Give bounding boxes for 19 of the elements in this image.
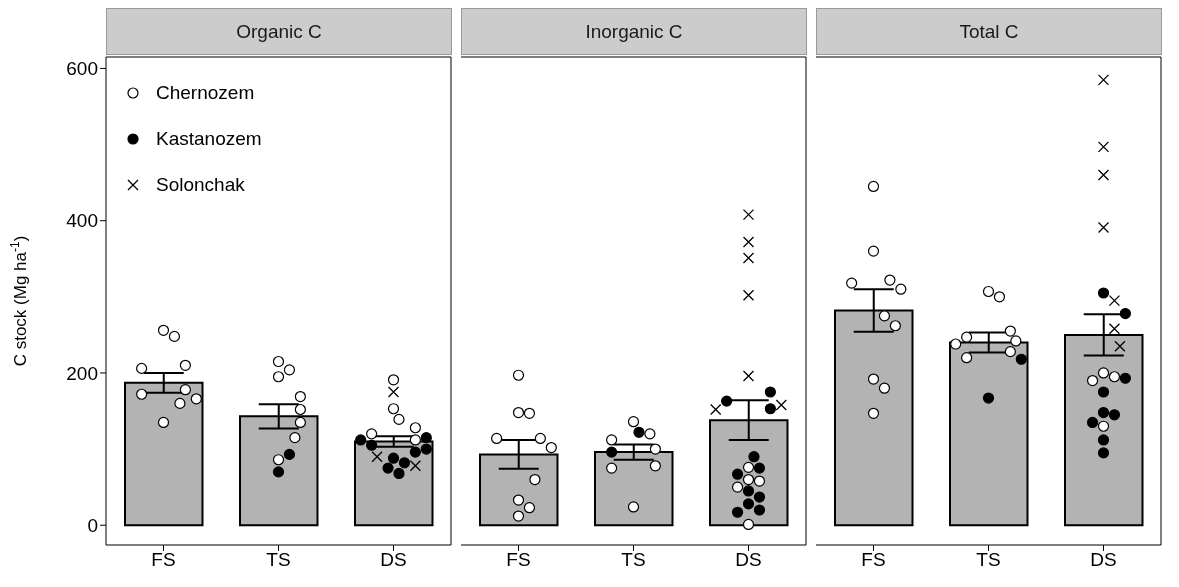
x-tick-label: TS	[621, 549, 646, 571]
x-tick-label: FS	[506, 549, 531, 571]
x-tick-label: DS	[1090, 549, 1117, 571]
x-tick-label: DS	[735, 549, 762, 571]
y-tick-label: 600	[66, 58, 98, 80]
y-tick-label: 400	[66, 210, 98, 232]
chart-title: Organic C	[106, 8, 452, 55]
legend-label: Kastanozem	[156, 128, 262, 150]
x-tick-label: DS	[380, 549, 407, 571]
y-tick-label: 200	[66, 362, 98, 384]
chart-title: Inorganic C	[461, 8, 807, 55]
x-tick-label: TS	[266, 549, 291, 571]
y-tick-label: 0	[87, 514, 98, 536]
legend-label: Solonchak	[156, 174, 245, 196]
chart-title: Total C	[816, 8, 1162, 55]
x-tick-label: TS	[976, 549, 1001, 571]
legend-label: Chernozem	[156, 82, 255, 104]
x-tick-label: FS	[151, 549, 176, 571]
x-tick-label: FS	[861, 549, 886, 571]
